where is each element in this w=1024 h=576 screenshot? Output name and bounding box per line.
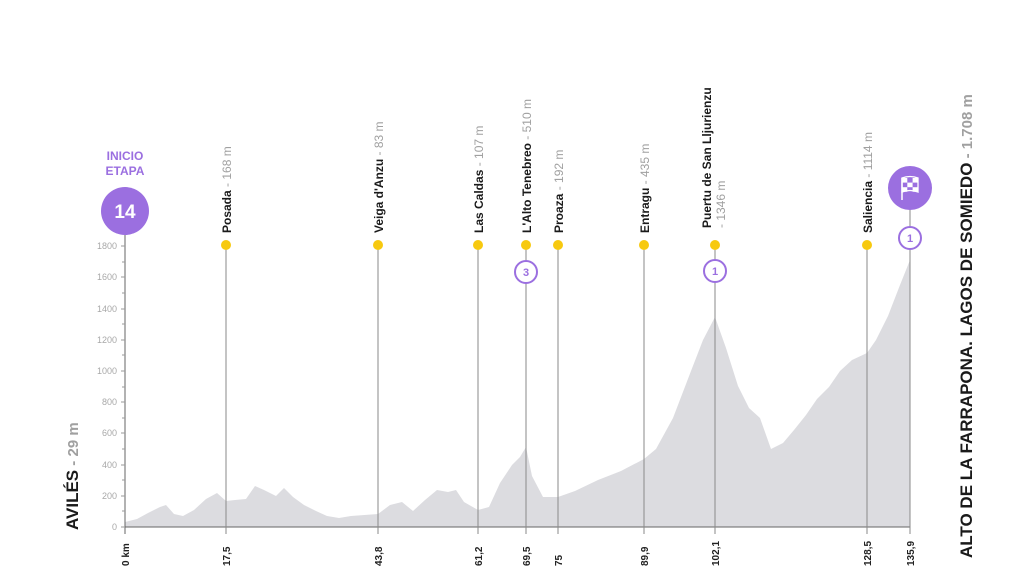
stage-number: 14: [114, 202, 136, 223]
waypoint-name: Puertu de San Lljurienzu: [700, 87, 714, 228]
waypoint-label: Entragu - 435 m: [638, 144, 652, 233]
waypoint-elevation: - 1346 m: [714, 181, 728, 228]
waypoint-dot[interactable]: [710, 240, 720, 250]
waypoint-label: Saliencia - 1114 m: [861, 132, 875, 233]
waypoint-elevation: - 435 m: [638, 144, 652, 188]
finish-city-elevation: - 1.708 m: [959, 94, 976, 162]
finish-city-name: ALTO DE LA FARRAPONA. LAGOS DE SOMIEDO: [957, 163, 976, 558]
start-label-line1: INICIO: [107, 149, 144, 163]
waypoint-dot[interactable]: [553, 240, 563, 250]
waypoint-elevation: - 107 m: [472, 126, 486, 170]
climb-category-badge: 3: [514, 260, 538, 284]
svg-text:3: 3: [523, 267, 529, 279]
y-tick-label: 600: [102, 428, 117, 438]
y-tick-label: 800: [102, 397, 117, 407]
waypoint-dot[interactable]: [862, 240, 872, 250]
waypoint-label: Proaza - 192 m: [552, 150, 566, 233]
x-tick-label: 0 km: [121, 543, 132, 566]
waypoint-name: L'Alto Tenebreo: [520, 143, 534, 233]
y-tick-label: 0: [112, 522, 117, 532]
start-city-name: AVILÉS: [63, 470, 82, 530]
y-axis-ticks: 0 200 400 600 800 1000 1200 1400 1600 18…: [97, 241, 125, 532]
finish-city-label: ALTO DE LA FARRAPONA. LAGOS DE SOMIEDO -…: [957, 94, 976, 558]
svg-text:Veiga d'Anzu - 83 m: Veiga d'Anzu - 83 m: [372, 121, 386, 233]
waypoint-elevation: - 168 m: [220, 146, 234, 190]
y-tick-label: 1000: [97, 366, 117, 376]
waypoint-label: Puertu de San Lljurienzu - 1346 m: [700, 87, 728, 228]
x-tick-label: 17,5: [222, 546, 233, 566]
y-tick-label: 1600: [97, 272, 117, 282]
waypoint-elevation: - 510 m: [520, 99, 534, 143]
svg-text:ALTO DE LA FARRAPONA. LAGOS DE: ALTO DE LA FARRAPONA. LAGOS DE SOMIEDO -…: [957, 94, 976, 558]
y-tick-label: 1400: [97, 304, 117, 314]
climb-category-badge: 1: [703, 259, 727, 283]
y-tick-label: 400: [102, 460, 117, 470]
x-tick-label: 43,8: [374, 546, 385, 566]
waypoint-label: L'Alto Tenebreo - 510 m: [520, 99, 534, 233]
y-tick-label: 1200: [97, 335, 117, 345]
y-tick-label: 200: [102, 491, 117, 501]
x-tick-label: 89,9: [640, 546, 651, 566]
x-axis-labels: 0 km 17,5 43,8 61,2 69,5 75 89,9 102,1 1…: [121, 541, 917, 566]
stage-number-badge: [101, 187, 149, 235]
waypoint-name: Las Caldas: [472, 169, 486, 233]
svg-text:AVILÉS - 29 m: AVILÉS - 29 m: [63, 422, 82, 530]
waypoint-dot[interactable]: [221, 240, 231, 250]
waypoint-name: Proaza: [552, 193, 566, 233]
svg-text:Proaza - 192 m: Proaza - 192 m: [552, 150, 566, 233]
svg-text:Saliencia - 1114 m: Saliencia - 1114 m: [861, 132, 875, 233]
start-label-line2: ETAPA: [106, 164, 145, 178]
waypoint-lines: [225, 195, 911, 534]
waypoint-dot[interactable]: [639, 240, 649, 250]
waypoint-name: Posada: [220, 190, 234, 233]
waypoint-elevation: - 83 m: [372, 121, 386, 158]
svg-text:L'Alto Tenebreo - 510 m: L'Alto Tenebreo - 510 m: [520, 99, 534, 233]
waypoint-label: Posada - 168 m: [220, 146, 234, 233]
start-city-elevation: - 29 m: [65, 422, 82, 470]
svg-text:1: 1: [907, 233, 913, 245]
y-tick-label: 1800: [97, 241, 117, 251]
waypoint-dot[interactable]: [373, 240, 383, 250]
waypoint-elevation: - 192 m: [552, 150, 566, 194]
x-tick-label: 135,9: [906, 541, 917, 566]
waypoint-name: Veiga d'Anzu: [372, 159, 386, 233]
x-tick-label: 69,5: [522, 546, 533, 566]
waypoint-name: Saliencia: [861, 181, 875, 233]
svg-text:Posada - 168 m: Posada - 168 m: [220, 146, 234, 233]
x-tick-label: 102,1: [711, 541, 722, 566]
checkered-flag-icon: [888, 166, 932, 210]
start-city-label: AVILÉS - 29 m: [63, 422, 82, 530]
elevation-profile-area: [125, 260, 910, 527]
climb-category-badge: 1: [898, 226, 922, 250]
waypoint-dot[interactable]: [521, 240, 531, 250]
waypoint-dot[interactable]: [473, 240, 483, 250]
x-tick-label: 128,5: [863, 541, 874, 566]
svg-text:1: 1: [712, 266, 718, 278]
x-tick-label: 75: [554, 554, 565, 566]
waypoint-name: Entragu: [638, 188, 652, 233]
waypoint-label: Veiga d'Anzu - 83 m: [372, 121, 386, 233]
waypoint-elevation: - 1114 m: [861, 132, 875, 181]
waypoint-label: Las Caldas - 107 m: [472, 126, 486, 233]
waypoint-markers: [221, 240, 872, 250]
x-tick-label: 61,2: [474, 546, 485, 566]
svg-text:Entragu - 435 m: Entragu - 435 m: [638, 144, 652, 233]
svg-text:Las Caldas - 107 m: Las Caldas - 107 m: [472, 126, 486, 233]
